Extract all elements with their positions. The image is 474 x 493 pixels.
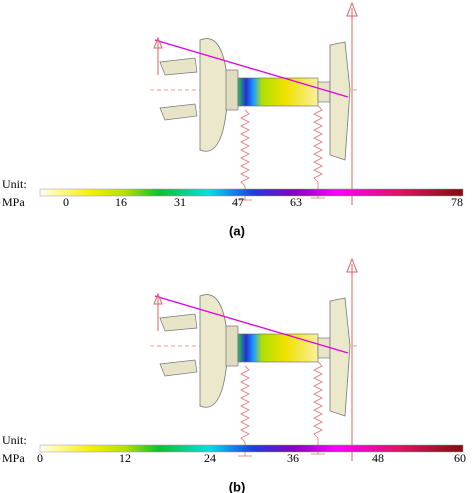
caption: (b) xyxy=(229,479,246,493)
colorbar-tick-label: 47 xyxy=(232,195,244,209)
model-image xyxy=(149,2,361,206)
unit: MPa xyxy=(2,451,25,465)
colorbar xyxy=(39,444,464,453)
unit-label: Unit: xyxy=(2,433,27,447)
unit: MPa xyxy=(2,195,25,209)
panel: Unit: MPa 0 16 31 47 63 78 (a) xyxy=(2,2,464,238)
colorbar-tick-label: 78 xyxy=(451,195,463,209)
colorbar-tick-label: 24 xyxy=(204,451,216,465)
colorbar-tick-label: 36 xyxy=(287,451,299,465)
colorbar xyxy=(39,188,464,197)
colorbar-tick-label: 0 xyxy=(63,195,69,209)
model-image xyxy=(149,258,361,462)
colorbar-tick-label: 0 xyxy=(37,451,43,465)
colorbar-tick-label: 60 xyxy=(454,451,466,465)
colorbar-tick-label: 16 xyxy=(115,195,127,209)
colorbar-tick-label: 63 xyxy=(290,195,302,209)
colorbar-tick-label: 31 xyxy=(174,195,186,209)
caption: (a) xyxy=(229,223,245,238)
colorbar-tick-label: 48 xyxy=(372,451,384,465)
unit-label: Unit: xyxy=(2,177,27,191)
colorbar-tick-label: 12 xyxy=(119,451,131,465)
panel: Unit: MPa 0 12 24 36 48 60 (b) xyxy=(2,258,466,493)
